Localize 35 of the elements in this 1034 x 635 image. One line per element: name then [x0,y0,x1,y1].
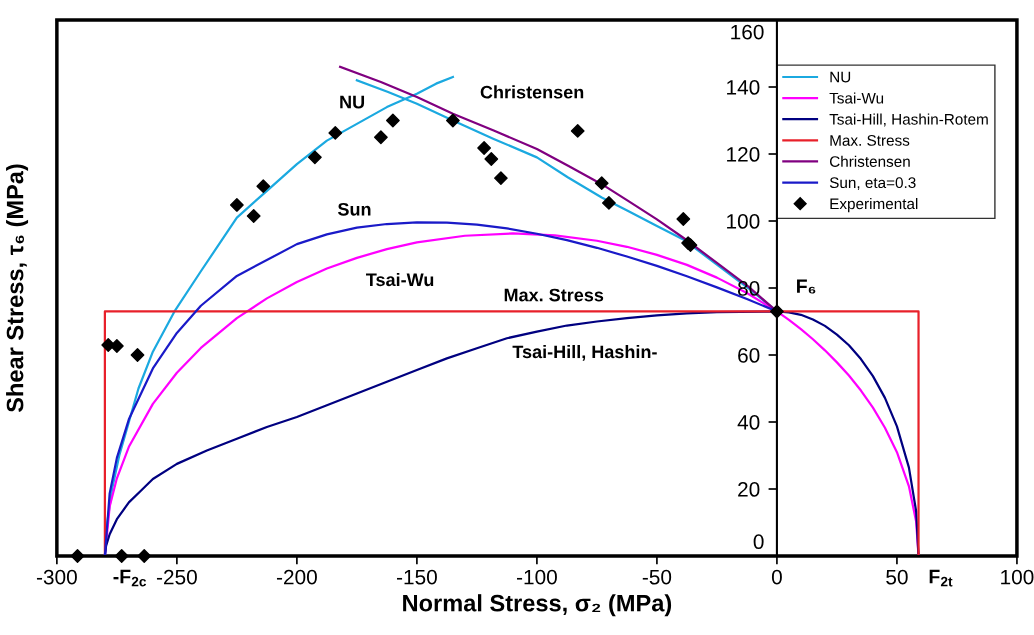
x-tick-label: 0 [771,569,782,585]
annotation: Tsai-Hill, Hashin- [512,344,657,361]
x-tick-label: -100 [516,569,557,585]
annotation: -F$_{2c}$ [113,569,147,587]
y-tick-label: 160 [731,24,764,40]
y-tick-label: 60 [738,348,760,363]
annotation: Max. Stress [504,288,604,302]
y-tick-label: 40 [737,415,760,430]
y-tick-label: 0 [753,534,764,550]
annotation: Tsai-Wu [366,272,434,287]
legend-label: Sun, eta=0.3 [829,177,916,190]
annotation: Sun [337,202,371,216]
x-tick-label: -300 [36,569,77,585]
x-axis-title: Normal Stress, σ₂ (MPa) [403,594,672,617]
legend-label: Christensen [829,155,910,167]
x-tick-label: -200 [276,569,317,585]
legend-label: NU [830,71,851,83]
x-tick-label: -250 [156,569,197,585]
y-tick-label: 100 [727,214,760,229]
y-tick-label: 120 [727,147,760,162]
annotation: Christensen [480,85,584,99]
annotation: F₆ [797,279,816,294]
x-tick-label: -150 [396,569,437,585]
annotation: F$_{2t}$ [929,569,953,587]
legend-label: Experimental [830,197,918,213]
x-tick-label: -50 [642,569,672,585]
x-tick-label: 50 [886,569,908,585]
y-axis-title: Shear Stress, τ₆ (MPa) [6,164,29,413]
y-tick-label: 20 [738,482,760,497]
legend-label: Max. Stress [830,135,910,146]
legend-label: Tsai-Wu [829,92,884,104]
legend-label: Tsai-Hill, Hashin-Rotem [829,113,988,127]
y-tick-label: 140 [727,80,760,95]
x-tick-label: 100 [1001,569,1034,585]
annotation: NU [340,95,365,109]
